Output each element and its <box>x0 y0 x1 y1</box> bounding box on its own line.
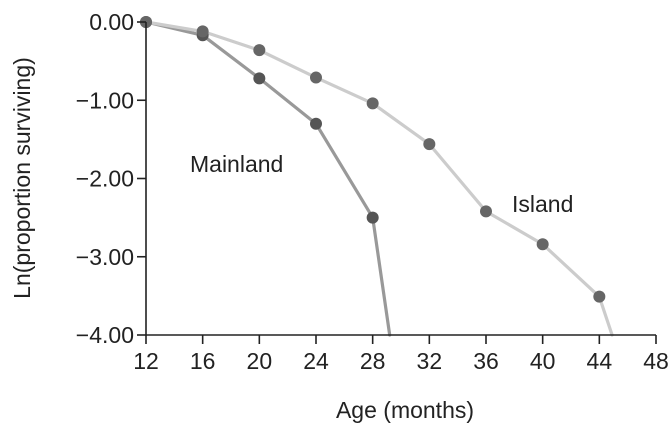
series-lines <box>144 20 614 337</box>
y-axis-title: Ln(proportion surviving) <box>9 57 35 299</box>
data-point-island <box>593 290 606 303</box>
x-tick-label: 32 <box>417 348 443 374</box>
x-tick-label: 24 <box>303 348 329 374</box>
x-tick-label: 44 <box>587 348 613 374</box>
y-tick-label: −1.00 <box>76 87 134 113</box>
data-point-island <box>480 205 492 218</box>
data-point-mainland <box>310 117 322 130</box>
data-point-island <box>366 97 379 110</box>
x-tick-label: 16 <box>190 348 216 374</box>
series-line-island <box>144 20 614 337</box>
data-point-island <box>253 44 266 57</box>
x-axis-title: Age (months) <box>336 397 474 423</box>
y-tick-label: −3.00 <box>76 244 134 270</box>
y-tick-label: −2.00 <box>76 166 134 192</box>
y-tick-label: 0.00 <box>89 9 134 35</box>
x-tick-label: 40 <box>530 348 556 374</box>
series-label-island: Island <box>512 191 573 217</box>
x-tick-label: 20 <box>247 348 273 374</box>
data-point-island <box>423 138 436 151</box>
x-tick-label: 28 <box>360 348 386 374</box>
x-tick-label: 12 <box>133 348 159 374</box>
data-point-mainland <box>366 211 379 224</box>
series-markers <box>140 16 606 303</box>
x-tick-label: 36 <box>473 348 499 374</box>
series-line-mainland <box>144 20 392 337</box>
data-point-mainland <box>253 72 266 85</box>
y-axis-ticks: 0.00 −1.00 −2.00 −3.00 −4.00 <box>76 9 146 348</box>
series-label-mainland: Mainland <box>190 151 283 177</box>
data-point-island <box>196 25 209 38</box>
data-point-island <box>310 71 322 84</box>
y-tick-label: −4.00 <box>76 322 134 348</box>
data-point-island <box>536 238 549 251</box>
x-axis-ticks: 12 16 20 24 28 32 36 40 44 48 <box>133 335 669 374</box>
x-tick-label: 48 <box>643 348 669 374</box>
